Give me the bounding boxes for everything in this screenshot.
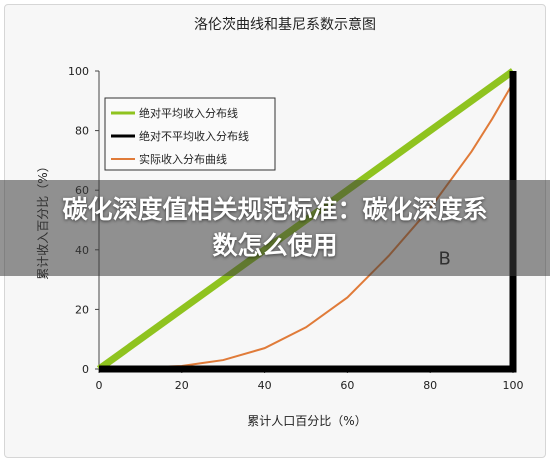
- chart-title: 洛伦茨曲线和基尼系数示意图: [194, 16, 376, 33]
- x-tick-label: 0: [96, 379, 103, 392]
- x-tick-label: 80: [423, 379, 437, 392]
- legend: 绝对平均收入分布线 绝对不平均收入分布线 实际收入分布曲线: [104, 97, 276, 171]
- y-tick-label: 0: [82, 363, 89, 376]
- x-tick-label: 60: [340, 379, 354, 392]
- legend-label-equal: 绝对平均收入分布线: [139, 106, 238, 120]
- x-axis-label: 累计人口百分比（%）: [247, 414, 366, 428]
- y-tick-label: 20: [75, 303, 89, 316]
- x-tick-label: 100: [503, 379, 524, 392]
- y-tick-label: 80: [75, 125, 89, 138]
- title-overlay-banner: 碳化深度值相关规范标准：碳化深度系数怎么使用: [0, 180, 550, 276]
- legend-label-unequal: 绝对不平均收入分布线: [139, 129, 249, 143]
- overlay-title: 碳化深度值相关规范标准：碳化深度系数怎么使用: [62, 195, 488, 260]
- x-tick-label: 20: [175, 379, 189, 392]
- x-tick-label: 40: [258, 379, 272, 392]
- y-tick-label: 100: [68, 65, 89, 78]
- legend-label-actual: 实际收入分布曲线: [139, 152, 227, 166]
- series-unequal-line: [99, 71, 517, 373]
